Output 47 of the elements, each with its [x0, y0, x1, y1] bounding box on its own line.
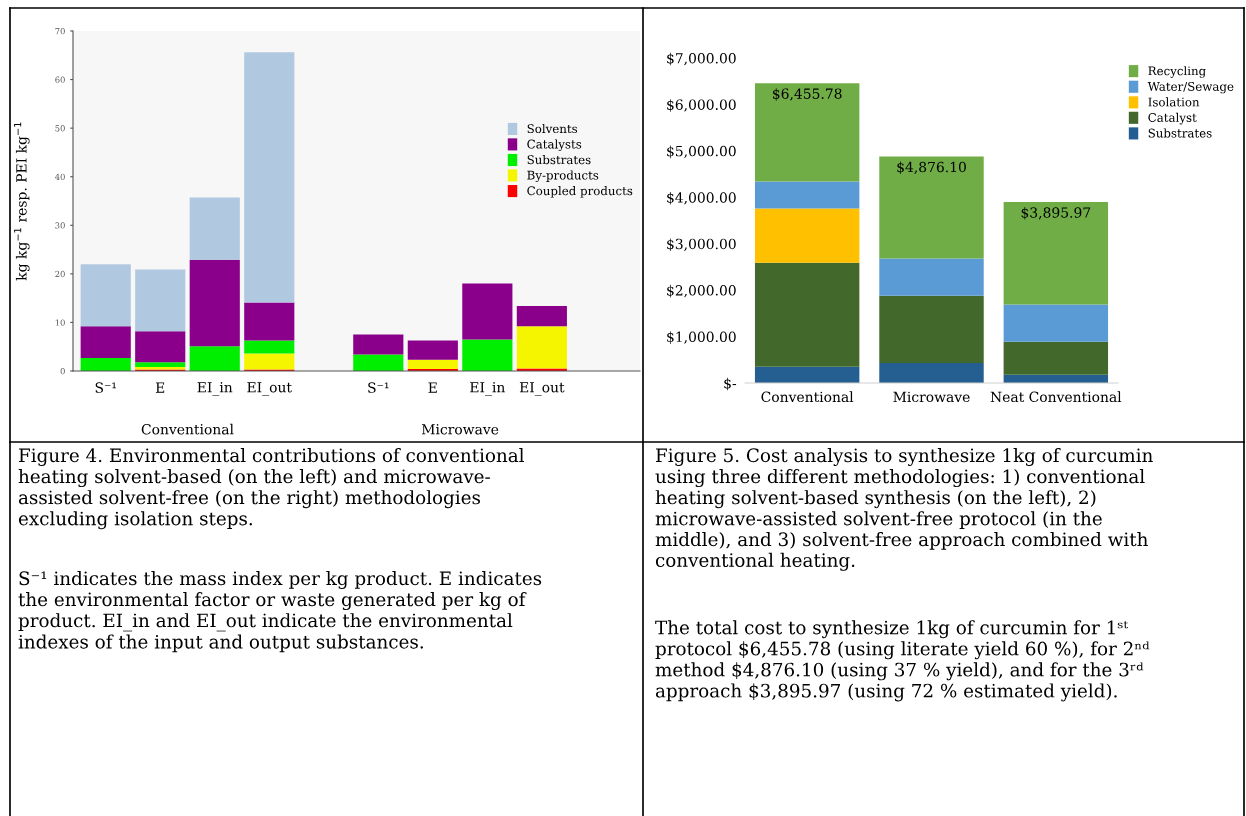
- x-tick-label: E: [155, 382, 165, 393]
- text: Conventional: [141, 423, 234, 435]
- y-tick-label: 60: [55, 76, 65, 83]
- legend-label: Catalysts: [527, 139, 582, 151]
- legend-label: Substrates: [1148, 128, 1212, 138]
- y-tick-label: $3,000.00: [667, 238, 736, 252]
- y-tick-label: 70: [55, 27, 65, 35]
- x-tick-label: Conventional: [761, 391, 854, 403]
- caption: Figure 5. Cost analysis to synthesize 1kg of curcumin using three different methodologies: 1) conventional heating solvent-based synthesis (on the left), 2) microwave-assisted solvent-free protocol (in the middle), and 3) solvent-free approach combined with conventional heating.: [655, 448, 1153, 571]
- legend-label: Recycling: [1148, 66, 1206, 78]
- y-tick-label: 20: [55, 270, 65, 278]
- total-label: $6,455.78: [773, 88, 842, 101]
- y-tick-label: 10: [55, 319, 65, 326]
- x-tick-label: EI_in: [197, 382, 233, 396]
- x-tick-label: EI_out: [247, 382, 292, 396]
- y-tick-label: $2,000.00: [667, 284, 736, 298]
- legend-label: Solvents: [527, 123, 578, 134]
- y-tick-label: $6,000.00: [667, 99, 736, 112]
- legend-label: Isolation: [1148, 97, 1200, 107]
- total-label: $4,876.10: [897, 161, 966, 175]
- x-tick-label: EI_out: [519, 382, 565, 396]
- x-tick-label: Microwave: [893, 391, 970, 403]
- y-tick-label: 30: [55, 222, 65, 229]
- y-tick-label: $4,000.00: [667, 192, 736, 205]
- caption: Figure 4. Environmental contributions of conventional heating solvent-based (on the left) and microwave- assisted solvent-free (on the right) methodologies excluding isolation steps.: [18, 448, 524, 530]
- y-tick-label: $-: [724, 377, 737, 391]
- y-tick-label: 50: [55, 125, 65, 132]
- x-tick-label: S⁻¹: [368, 382, 389, 393]
- text: Microwave: [421, 424, 499, 435]
- x-tick-label: S⁻¹: [95, 382, 116, 393]
- x-tick-label: Neat Conventional: [990, 391, 1122, 403]
- text: S⁻¹ indicates the mass index per kg product. E indicates the environmental factor or waste generated per kg of product. EI_in and EI_out indicate the environmental indexes of the input and output substances.: [18, 571, 542, 653]
- legend-label: Catalyst: [1148, 112, 1197, 125]
- legend-label: By-products: [527, 170, 599, 183]
- y-tick-label: $5,000.00: [667, 145, 736, 159]
- y-tick-label: 0: [60, 367, 65, 375]
- y-tick-label: $1,000.00: [667, 331, 736, 344]
- x-tick-label: EI_in: [470, 382, 505, 396]
- total-label: $3,895.97: [1021, 206, 1091, 220]
- y-tick-label: $7,000.00: [667, 52, 736, 66]
- legend-label: Water/Sewage: [1147, 81, 1234, 94]
- y-tick-label: 40: [55, 173, 65, 180]
- x-tick-label: E: [428, 382, 437, 393]
- y-axis-title: kg kg$^{−1}$ resp. PEI kg$^{−1}$: [14, 122, 30, 281]
- legend-label: Coupled products: [527, 186, 633, 198]
- legend-label: Substrates: [527, 155, 591, 165]
- text: The total cost to synthesize 1kg of curcumin for 1ˢᵗ protocol $6,455.78 (using literate yield 60 %), for 2ⁿᵈ method $4,876.10 (using 37 % yield), and for the 3ʳᵈ approach $3,895.97 (using 72 % estimated yield).: [655, 620, 1150, 702]
